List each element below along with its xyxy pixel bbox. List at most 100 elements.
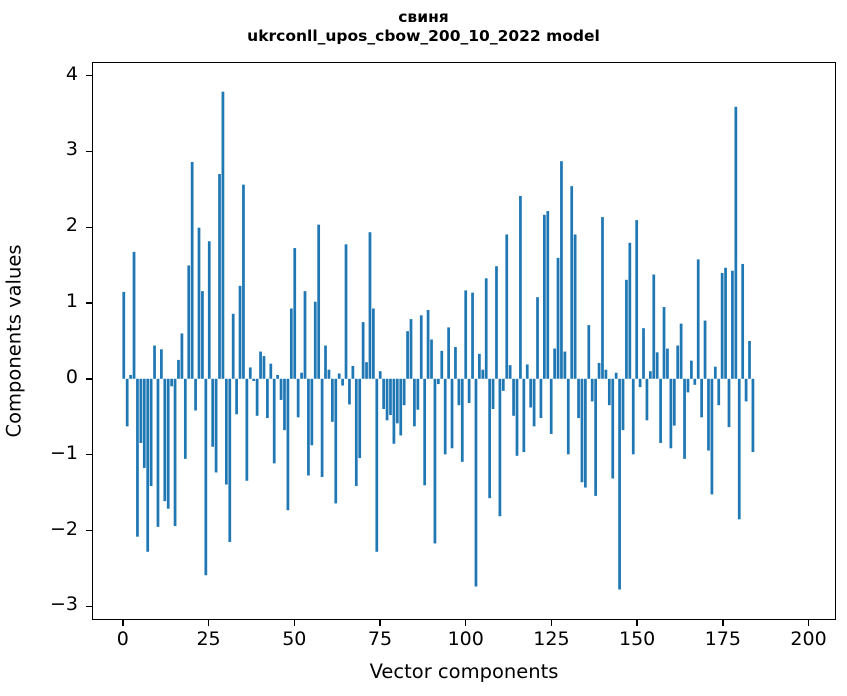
x-tick-label: 0 (116, 628, 129, 650)
bar (365, 362, 368, 379)
bar (354, 378, 358, 487)
y-axis-label-container: Components values (0, 62, 28, 620)
bar (320, 378, 324, 477)
bar (183, 378, 187, 459)
bar (358, 378, 362, 459)
bar (484, 278, 488, 379)
bar (488, 378, 492, 499)
y-tick-label: 2 (65, 214, 78, 237)
bar (269, 363, 273, 379)
bar (378, 371, 382, 379)
bar (724, 267, 727, 379)
bar (727, 378, 731, 428)
bar (696, 259, 700, 379)
bar (146, 378, 150, 552)
bar (399, 378, 403, 436)
bar (611, 378, 615, 479)
bar (539, 378, 543, 419)
bar (170, 378, 174, 387)
bar (272, 378, 276, 464)
bar (454, 347, 457, 379)
bar (542, 214, 546, 379)
bar (194, 378, 197, 411)
bar (307, 378, 310, 476)
bar (573, 234, 577, 379)
bar (590, 378, 594, 402)
bar (508, 365, 512, 379)
bar (361, 322, 365, 379)
bar (190, 161, 194, 379)
bar (662, 307, 666, 379)
bar (676, 345, 680, 379)
bar (577, 378, 580, 419)
bar (344, 244, 348, 379)
bar (245, 378, 249, 481)
bar (204, 378, 208, 576)
bar (136, 378, 139, 537)
bar (707, 378, 710, 451)
bar (683, 378, 686, 459)
bar (122, 291, 126, 379)
bar (741, 263, 745, 379)
bar (173, 378, 177, 527)
bar (177, 359, 180, 379)
bar (443, 378, 447, 455)
bar-series-svg (122, 91, 755, 590)
x-tick-label: 175 (704, 628, 741, 650)
bar (601, 217, 604, 379)
bar (348, 378, 351, 405)
bar (293, 248, 297, 379)
bar (625, 279, 628, 379)
bar (512, 378, 515, 416)
bar (214, 378, 218, 473)
x-tick-mark (550, 620, 553, 626)
bar (289, 308, 293, 379)
bar (142, 378, 146, 468)
bar (635, 220, 639, 379)
bar (536, 297, 539, 379)
x-tick-label: 75 (367, 628, 393, 650)
bar (341, 378, 344, 386)
x-tick-mark (636, 620, 638, 626)
bar (580, 378, 584, 483)
bar (262, 356, 266, 379)
bar (522, 378, 526, 453)
chart-title-line-2: ukrconll_upos_cbow_200_10_2022 model (247, 26, 600, 45)
bar (419, 315, 423, 379)
bar (389, 378, 392, 416)
bar (296, 378, 300, 418)
y-tick-label: −3 (49, 593, 78, 616)
bar (310, 378, 314, 446)
bar (474, 378, 478, 587)
bar (748, 341, 751, 379)
bar (566, 378, 570, 455)
bar (460, 378, 464, 462)
bar (737, 378, 741, 520)
bar (645, 378, 649, 421)
bar (375, 378, 379, 552)
bar (221, 91, 225, 379)
y-tick-mark (86, 150, 92, 153)
bar (416, 378, 420, 410)
bar (317, 224, 321, 379)
bar (436, 378, 440, 385)
bar (666, 348, 669, 379)
y-tick-mark (86, 605, 92, 607)
x-tick-mark (722, 620, 724, 626)
bar (255, 378, 259, 416)
bar (351, 365, 355, 379)
bar (303, 291, 307, 379)
x-tick-mark (465, 620, 467, 626)
bar (235, 378, 238, 415)
bar (197, 227, 201, 379)
bar (648, 371, 652, 379)
bar (160, 349, 163, 379)
bar (283, 378, 286, 431)
bar (139, 378, 143, 443)
x-tick-label: 150 (619, 628, 656, 650)
bar (594, 378, 598, 496)
bar (266, 378, 269, 419)
bar (464, 290, 468, 379)
bar (402, 378, 406, 406)
